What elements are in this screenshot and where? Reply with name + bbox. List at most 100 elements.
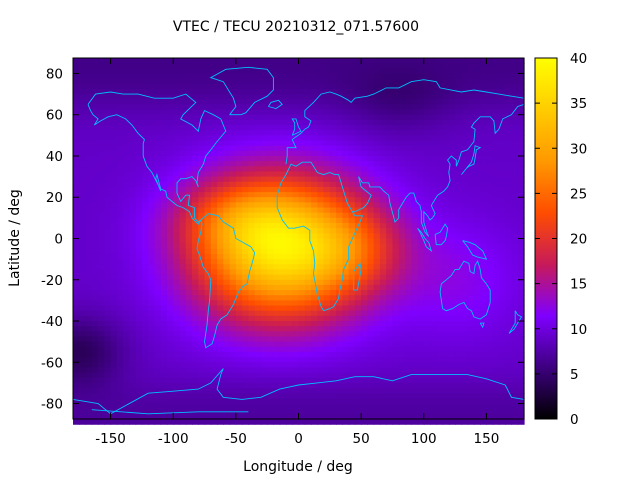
heatmap-cell: [442, 83, 450, 90]
heatmap-cell: [386, 223, 394, 229]
heatmap-cell: [473, 398, 481, 405]
heatmap-cell: [448, 248, 456, 255]
heatmap-cell: [229, 73, 237, 80]
heatmap-cell: [260, 264, 268, 271]
heatmap-cell: [423, 388, 431, 394]
heatmap-cell: [411, 279, 419, 286]
heatmap-cell: [85, 130, 93, 136]
heatmap-cell: [148, 181, 156, 188]
heatmap-cell: [517, 346, 525, 353]
heatmap-cell: [304, 176, 312, 183]
heatmap-cell: [242, 58, 249, 64]
heatmap-cell: [304, 310, 312, 317]
heatmap-cell: [442, 99, 450, 106]
heatmap-cell: [461, 186, 469, 193]
heatmap-cell: [467, 300, 475, 307]
heatmap-cell: [517, 264, 525, 271]
heatmap-cell: [210, 284, 218, 291]
heatmap-cell: [423, 259, 431, 265]
heatmap-cell: [398, 269, 406, 276]
heatmap-cell: [292, 135, 300, 142]
heatmap-cell: [248, 362, 256, 369]
heatmap-cell: [505, 99, 513, 106]
heatmap-cell: [386, 315, 394, 322]
heatmap-cell: [411, 233, 419, 240]
heatmap-cell: [323, 223, 331, 229]
heatmap-cell: [436, 331, 444, 338]
heatmap-cell: [411, 341, 419, 348]
heatmap-cell: [448, 321, 456, 327]
heatmap-cell: [79, 176, 87, 183]
heatmap-cell: [248, 176, 256, 183]
heatmap-cell: [367, 341, 375, 348]
heatmap-cell: [223, 331, 231, 338]
heatmap-cell: [379, 166, 387, 173]
heatmap-cell: [404, 88, 412, 95]
heatmap-cell: [91, 238, 99, 245]
heatmap-cell: [336, 109, 343, 116]
heatmap-cell: [273, 73, 281, 80]
heatmap-cell: [210, 362, 218, 369]
heatmap-cell: [160, 94, 168, 100]
heatmap-cell: [498, 279, 506, 286]
heatmap-cell: [123, 104, 130, 111]
heatmap-cell: [404, 367, 412, 374]
heatmap-cell: [329, 382, 337, 389]
heatmap-cell: [373, 367, 381, 374]
heatmap-cell: [448, 351, 456, 358]
heatmap-cell: [417, 408, 425, 415]
heatmap-cell: [486, 362, 494, 369]
heatmap-cell: [417, 341, 425, 348]
heatmap-cell: [123, 269, 130, 276]
heatmap-cell: [116, 346, 124, 353]
heatmap-cell: [166, 104, 174, 111]
heatmap-cell: [455, 264, 462, 271]
heatmap-cell: [173, 403, 181, 410]
heatmap-cell: [367, 238, 375, 245]
heatmap-cell: [467, 150, 475, 157]
heatmap-cell: [154, 119, 162, 126]
heatmap-cell: [210, 161, 218, 167]
heatmap-cell: [185, 119, 193, 126]
heatmap-cell: [392, 171, 400, 178]
heatmap-cell: [411, 284, 419, 291]
heatmap-cell: [511, 377, 519, 384]
heatmap-cell: [467, 326, 475, 332]
heatmap-cell: [486, 357, 494, 363]
heatmap-cell: [511, 130, 519, 136]
heatmap-cell: [298, 331, 306, 338]
heatmap-cell: [436, 155, 444, 162]
heatmap-cell: [141, 388, 149, 394]
heatmap-cell: [423, 295, 431, 301]
heatmap-cell: [480, 186, 488, 193]
heatmap-cell: [342, 336, 350, 343]
heatmap-cell: [486, 181, 494, 188]
heatmap-cell: [79, 186, 87, 193]
heatmap-cell: [173, 155, 181, 162]
heatmap-cell: [404, 346, 412, 353]
heatmap-cell: [430, 161, 437, 167]
heatmap-cell: [273, 290, 281, 296]
heatmap-cell: [154, 125, 162, 131]
heatmap-cell: [217, 63, 224, 69]
heatmap-cell: [185, 243, 193, 250]
heatmap-cell: [217, 398, 224, 405]
heatmap-cell: [98, 186, 105, 193]
heatmap-cell: [436, 78, 444, 85]
heatmap-cell: [248, 217, 256, 224]
heatmap-cell: [173, 114, 181, 121]
heatmap-cell: [210, 171, 218, 178]
heatmap-cell: [135, 150, 143, 157]
heatmap-cell: [311, 88, 318, 95]
heatmap-cell: [398, 68, 406, 75]
heatmap-cell: [298, 264, 306, 271]
heatmap-cell: [386, 403, 394, 410]
heatmap-cell: [323, 119, 331, 126]
heatmap-cell: [192, 305, 199, 312]
heatmap-cell: [480, 228, 488, 234]
heatmap-cell: [317, 346, 325, 353]
heatmap-cell: [392, 382, 400, 389]
heatmap-cell: [285, 228, 293, 234]
heatmap-cell: [123, 166, 130, 173]
heatmap-cell: [166, 192, 174, 198]
